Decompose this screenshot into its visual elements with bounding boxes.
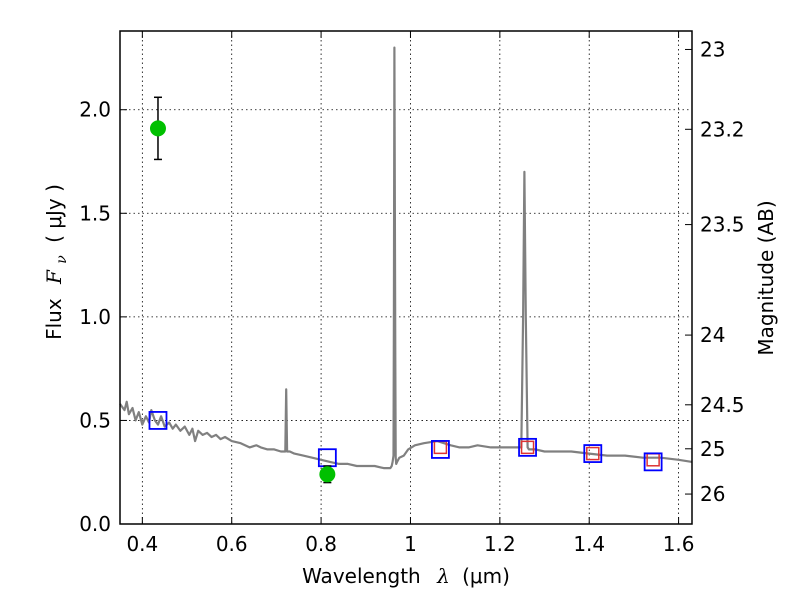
y-axis-title-text: Flux <box>42 298 66 340</box>
detection-marker <box>319 466 336 483</box>
observed-photometry-marker <box>520 440 535 455</box>
x-tick-label: 1 <box>404 532 417 556</box>
x-tick-label: 1.2 <box>484 532 516 556</box>
x-axis-title-symbol: λ <box>436 564 450 588</box>
y2-tick-label: 23.2 <box>700 117 745 141</box>
y2-tick-label: 26 <box>700 482 725 506</box>
y2-axis-ticks: 23 23.2 23.5 24 24.5 25 26 <box>685 37 745 506</box>
grid <box>120 31 692 525</box>
detection-marker <box>149 120 166 137</box>
y-axis-title-unit: ( μJy ) <box>42 184 66 243</box>
y2-tick-label: 23 <box>700 37 725 61</box>
x-axis-title-unit: (μm) <box>462 564 510 588</box>
model-photometry-marker <box>583 444 603 463</box>
y2-axis-title: Magnitude (AB) <box>754 200 778 355</box>
y2-tick-label: 24.5 <box>700 393 745 417</box>
y-tick-label: 1.0 <box>79 305 111 329</box>
model-photometry-marker <box>518 437 537 457</box>
observed-photometry-marker <box>586 446 600 461</box>
model-photometry-marker <box>431 440 450 459</box>
y2-tick-label: 24 <box>700 323 725 347</box>
y-tick-label: 2.0 <box>79 98 111 122</box>
y-axis-title-symbol: F <box>42 269 66 285</box>
y2-tick-label: 25 <box>700 437 725 461</box>
y2-tick-label: 23.5 <box>700 213 745 237</box>
y-tick-label: 1.5 <box>79 201 111 225</box>
model-spectrum-line <box>119 46 693 470</box>
y-axis-ticks: 0.0 0.5 1.0 1.5 2.0 <box>79 98 127 536</box>
y-axis-title: Flux F ν ( μJy ) <box>42 184 71 340</box>
x-tick-label: 0.8 <box>305 532 337 556</box>
x-tick-label: 0.4 <box>126 532 158 556</box>
model-photometry-marker <box>148 411 168 430</box>
x-axis-title-text: Wavelength <box>302 564 421 588</box>
x-axis-ticks: 0.4 0.6 0.8 1 1.2 1.4 1.6 <box>126 31 695 556</box>
markers-layer <box>148 96 663 484</box>
y-tick-label: 0.5 <box>79 408 111 432</box>
observed-photometry-marker <box>646 453 660 467</box>
x-tick-label: 1.6 <box>663 532 695 556</box>
x-tick-label: 0.6 <box>216 532 248 556</box>
x-axis-title: Wavelength λ (μm) <box>302 564 510 588</box>
y-tick-label: 0.0 <box>79 512 111 536</box>
model-photometry-marker <box>643 452 663 472</box>
plot-frame <box>119 30 693 525</box>
y-axis-title-subscript: ν <box>54 255 70 264</box>
model-spectrum-layer <box>119 46 693 470</box>
x-tick-label: 1.4 <box>573 532 605 556</box>
